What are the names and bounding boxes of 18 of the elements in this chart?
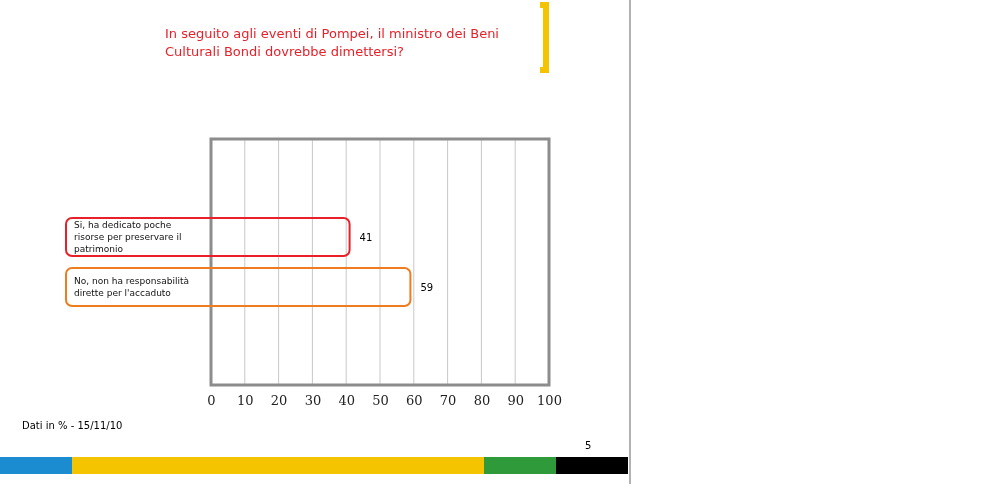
x-tick-label: 70 bbox=[439, 393, 457, 409]
data-label: 41 bbox=[359, 232, 373, 243]
x-tick-label: 20 bbox=[270, 393, 288, 409]
x-tick-label: 90 bbox=[507, 393, 524, 409]
x-tick-label: 80 bbox=[473, 393, 491, 409]
y-tick-label: No, non ha responsabilità dirette per l'accaduto bbox=[74, 276, 189, 298]
x-tick-label: 50 bbox=[372, 393, 389, 409]
x-tick-label: 0 bbox=[207, 393, 216, 409]
x-tick-label: 100 bbox=[537, 393, 562, 409]
x-tick-label: 30 bbox=[304, 393, 322, 409]
chart-title: In seguito agli eventi di Pompei, il ministro dei Beni Culturali Bondi dovrebbe dimettersi? bbox=[165, 26, 499, 59]
x-tick-label: 60 bbox=[406, 393, 423, 409]
x-tick-label: 40 bbox=[338, 393, 355, 409]
y-tick-label: Si, ha dedicato poche risorse per preservare il patrimonio bbox=[74, 220, 182, 254]
x-tick-label: 10 bbox=[237, 393, 254, 409]
text: 5 bbox=[585, 440, 592, 451]
text: Dati in % - 15/11/10 bbox=[22, 420, 123, 431]
data-label: 59 bbox=[420, 282, 434, 293]
